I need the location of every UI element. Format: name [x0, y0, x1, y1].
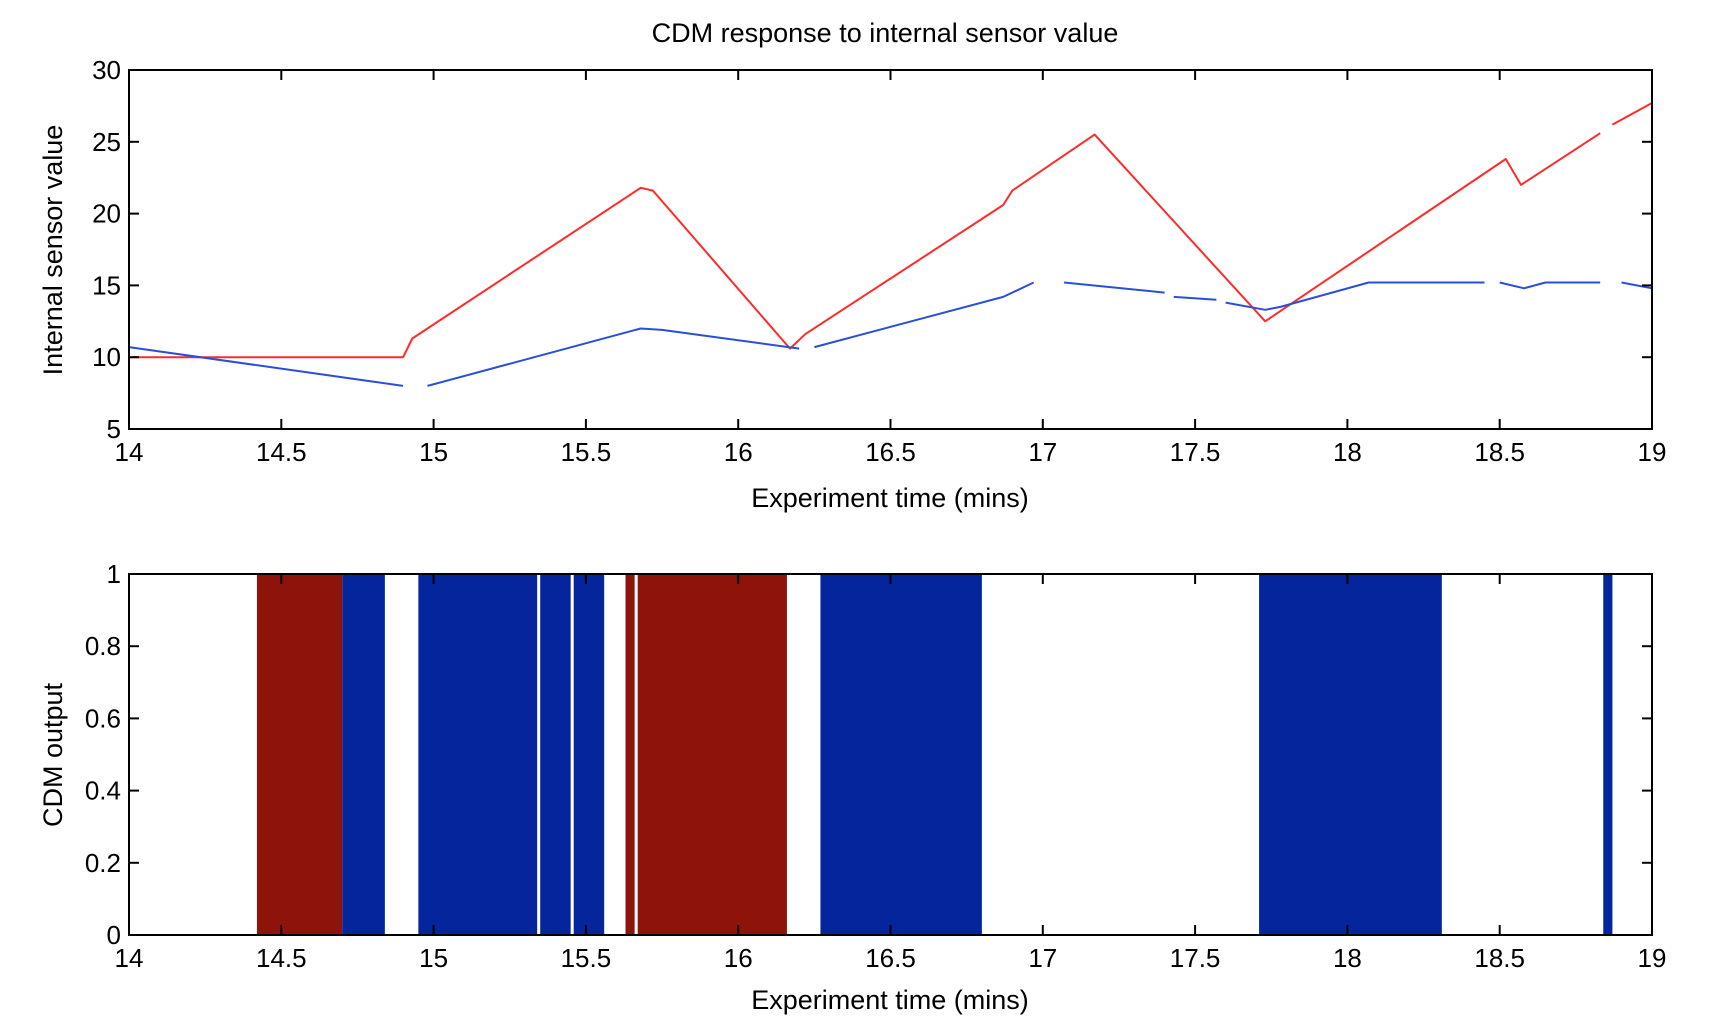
top-axes-frame: [128, 69, 1653, 430]
bottom-x-axis-label: Experiment time (mins): [751, 985, 1029, 1015]
x-tick-label: 16.5: [865, 437, 916, 467]
blue-sensor-line-segment: [1621, 281, 1653, 290]
x-tick-label: 15.5: [561, 943, 612, 973]
sensor-value-panel: 14 14.5 15 15.5 16 16.5 17 17.5 18 18.5 19 5 10 15 20 2…: [38, 55, 1666, 513]
red-sensor-line-segment: [1611, 102, 1653, 126]
y-tick-label: 5: [107, 414, 121, 444]
x-tick-label: 18: [1333, 943, 1362, 973]
cdm-output-panel: 14 14.5 15 15.5 16 16.5 17 17.5 18 18.5 19 0 0.2 0.4 0…: [38, 559, 1666, 1015]
x-tick-label: 14.5: [256, 943, 307, 973]
top-y-axis-label: Internal sensor value: [38, 125, 68, 376]
cdm-output-band: [573, 574, 605, 935]
x-tick-label: 15: [419, 943, 448, 973]
bottom-axes-ticks: 14 14.5 15 15.5 16 16.5 17 17.5 18 18.5 19 0 0.2 0.4 0…: [85, 559, 1667, 973]
y-tick-label: 0.2: [85, 848, 121, 878]
y-tick-label: 1: [107, 559, 121, 589]
chart-title: CDM response to internal sensor value: [652, 18, 1119, 48]
x-tick-label: 14.5: [256, 437, 307, 467]
cdm-output-band: [418, 574, 538, 935]
x-tick-label: 16.5: [865, 943, 916, 973]
y-tick-label: 0.4: [85, 776, 121, 806]
x-tick-label: 14: [115, 943, 144, 973]
blue-sensor-line-segment: [1173, 295, 1217, 301]
x-tick-label: 19: [1638, 437, 1667, 467]
x-tick-label: 18: [1333, 437, 1362, 467]
x-tick-label: 17.5: [1170, 437, 1221, 467]
blue-sensor-line-segment: [814, 281, 1035, 349]
y-tick-label: 15: [92, 270, 121, 300]
top-x-axis-label: Experiment time (mins): [751, 483, 1029, 513]
y-tick-label: 0.8: [85, 631, 121, 661]
cdm-output-band: [342, 574, 385, 935]
y-tick-label: 10: [92, 342, 121, 372]
cdm-output-band: [820, 574, 982, 935]
y-tick-label: 0.6: [85, 703, 121, 733]
red-sensor-line-segment: [129, 132, 1601, 359]
x-tick-label: 16: [724, 943, 753, 973]
x-tick-label: 17: [1028, 943, 1057, 973]
x-tick-label: 17: [1028, 437, 1057, 467]
cdm-output-band: [540, 574, 571, 935]
cdm-output-band: [1259, 574, 1442, 935]
sensor-series-group: [128, 102, 1653, 387]
x-tick-label: 18.5: [1474, 943, 1525, 973]
x-tick-label: 18.5: [1474, 437, 1525, 467]
y-tick-label: 20: [92, 199, 121, 229]
blue-sensor-line-segment: [1499, 281, 1601, 290]
x-tick-label: 15: [419, 437, 448, 467]
cdm-output-band: [1603, 574, 1613, 935]
cdm-output-band: [256, 574, 343, 935]
blue-sensor-line-segment: [427, 327, 800, 387]
bottom-y-axis-label: CDM output: [38, 682, 68, 827]
cdm-output-band: [637, 574, 787, 935]
y-tick-label: 30: [92, 55, 121, 85]
x-tick-label: 15.5: [561, 437, 612, 467]
x-tick-label: 19: [1638, 943, 1667, 973]
cdm-bands-group: [256, 574, 1613, 935]
blue-sensor-line-segment: [128, 346, 404, 387]
y-tick-label: 25: [92, 127, 121, 157]
cdm-output-band: [625, 574, 635, 935]
blue-sensor-line-segment: [1063, 281, 1165, 294]
blue-sensor-line-segment: [1225, 281, 1485, 311]
x-tick-label: 17.5: [1170, 943, 1221, 973]
x-tick-label: 16: [724, 437, 753, 467]
x-tick-label: 14: [115, 437, 144, 467]
y-tick-label: 0: [107, 920, 121, 950]
top-axes-ticks: 14 14.5 15 15.5 16 16.5 17 17.5 18 18.5 19 5 10 15 20 2…: [92, 55, 1666, 467]
